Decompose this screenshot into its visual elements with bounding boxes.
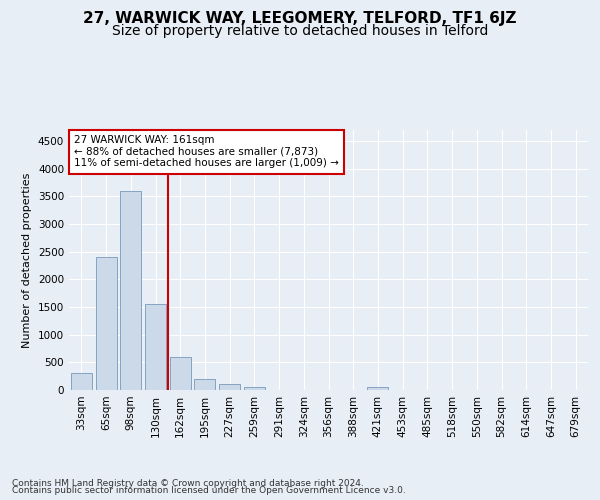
Text: Size of property relative to detached houses in Telford: Size of property relative to detached ho… <box>112 24 488 38</box>
Bar <box>194 379 215 390</box>
Bar <box>95 257 116 390</box>
Y-axis label: Number of detached properties: Number of detached properties <box>22 172 32 348</box>
Bar <box>120 191 141 390</box>
Text: 27, WARWICK WAY, LEEGOMERY, TELFORD, TF1 6JZ: 27, WARWICK WAY, LEEGOMERY, TELFORD, TF1… <box>83 11 517 26</box>
Text: Contains HM Land Registry data © Crown copyright and database right 2024.: Contains HM Land Registry data © Crown c… <box>12 478 364 488</box>
Text: 27 WARWICK WAY: 161sqm
← 88% of detached houses are smaller (7,873)
11% of semi-: 27 WARWICK WAY: 161sqm ← 88% of detached… <box>74 135 339 168</box>
Bar <box>367 386 388 390</box>
Text: Contains public sector information licensed under the Open Government Licence v3: Contains public sector information licen… <box>12 486 406 495</box>
Bar <box>170 357 191 390</box>
Bar <box>145 304 166 390</box>
Bar <box>244 386 265 390</box>
Bar <box>71 374 92 390</box>
Bar <box>219 384 240 390</box>
